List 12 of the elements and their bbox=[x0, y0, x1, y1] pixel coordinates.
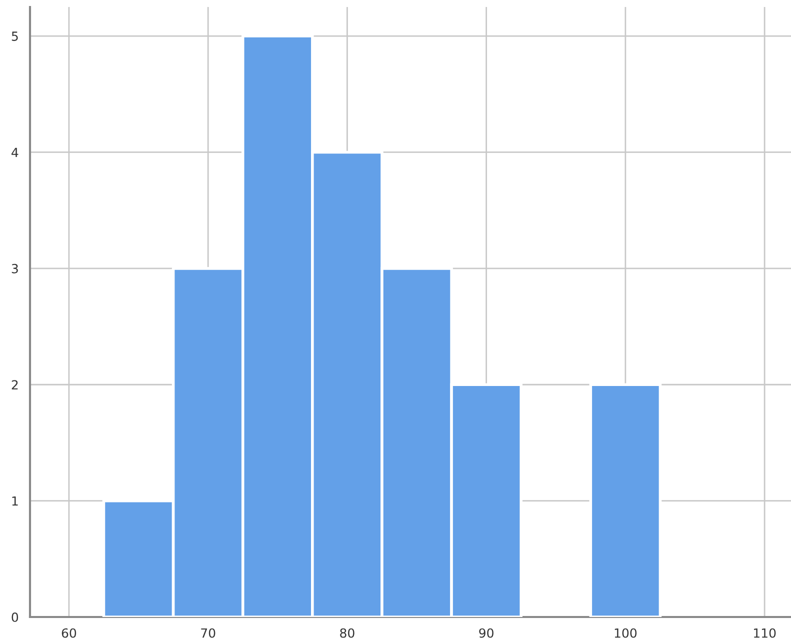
y-tick-label: 3 bbox=[12, 264, 18, 274]
y-tick-label: 0 bbox=[12, 612, 18, 622]
y-tick-label: 5 bbox=[12, 32, 18, 41]
y-tick-label: 1 bbox=[12, 496, 18, 506]
x-tick-label: 110 bbox=[754, 628, 776, 638]
y-tick-label: 2 bbox=[12, 380, 18, 390]
x-tick-label: 90 bbox=[479, 628, 494, 638]
x-tick-label: 70 bbox=[201, 628, 216, 638]
x-tick-label: 60 bbox=[62, 628, 76, 638]
y-tick-label: 4 bbox=[12, 148, 18, 157]
x-tick-label: 100 bbox=[614, 628, 637, 638]
x-tick-label: 80 bbox=[340, 628, 354, 638]
